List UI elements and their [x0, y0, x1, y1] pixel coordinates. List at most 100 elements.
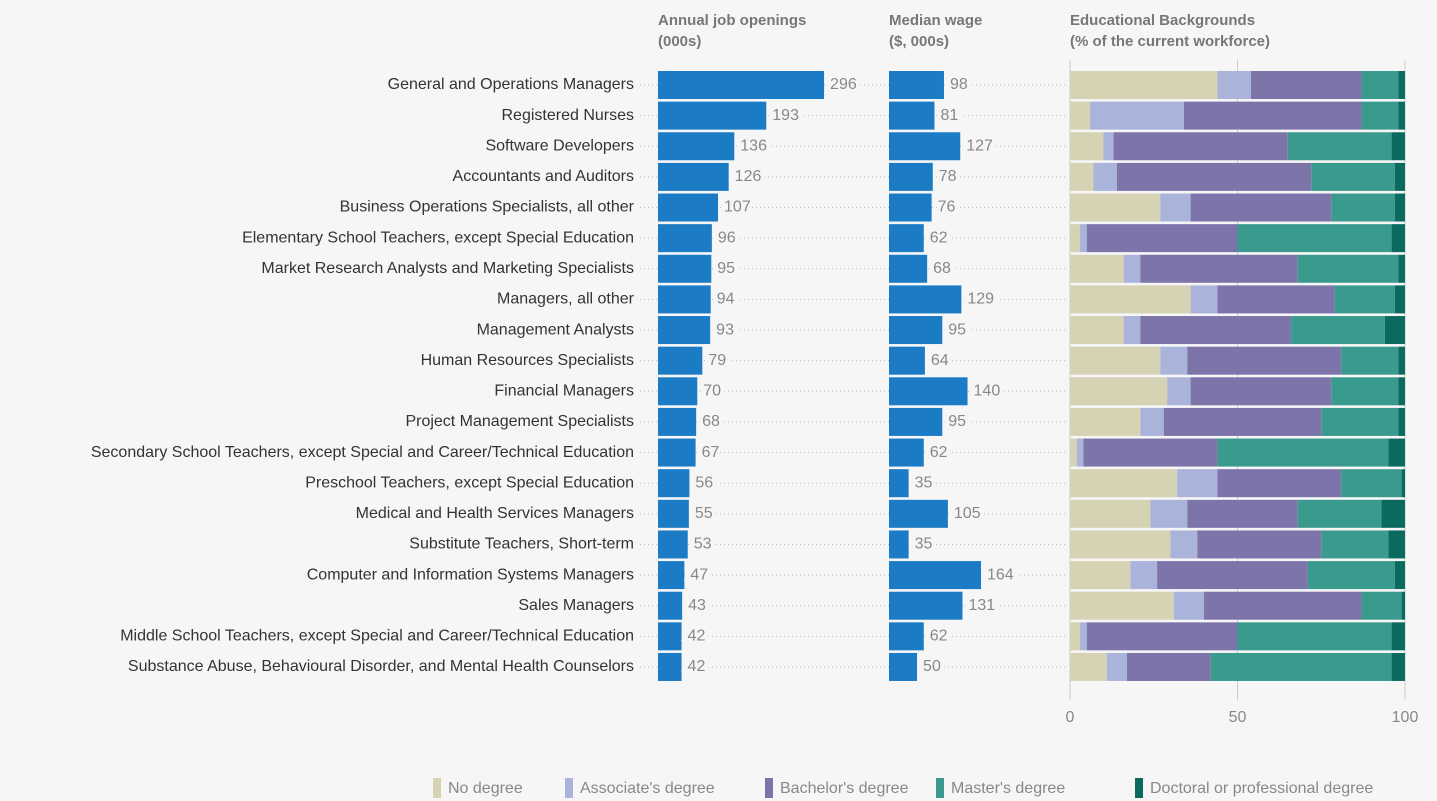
value-label: 47 [690, 566, 708, 583]
bar [658, 622, 682, 651]
segment [1070, 499, 1151, 528]
segment [1070, 254, 1124, 283]
segment [1321, 530, 1389, 559]
category-label: Project Management Specialists [405, 413, 634, 430]
segment [1297, 499, 1382, 528]
bar [658, 162, 729, 191]
segment [1341, 346, 1399, 375]
value-label: 126 [735, 168, 762, 185]
segment [1123, 316, 1141, 345]
segment [1150, 499, 1188, 528]
panel-title: (% of the current workforce) [1070, 33, 1270, 50]
bar [889, 316, 943, 345]
bar [889, 101, 935, 130]
legend-label: Bachelor's degree [780, 780, 909, 797]
bar [658, 285, 711, 314]
bar [889, 561, 982, 590]
segment [1394, 193, 1405, 222]
bar [889, 652, 918, 681]
category-label: Substitute Teachers, Short-term [409, 536, 634, 553]
category-label: Accountants and Auditors [453, 168, 634, 185]
value-label: 131 [968, 597, 995, 614]
segment [1080, 622, 1087, 651]
segment [1237, 224, 1392, 253]
segment [1070, 622, 1081, 651]
segment [1070, 101, 1091, 130]
bar [658, 438, 696, 467]
value-label: 81 [940, 107, 958, 124]
segment [1334, 285, 1395, 314]
legend-swatch [565, 778, 573, 798]
segment [1140, 254, 1298, 283]
value-label: 62 [930, 229, 948, 246]
legend-swatch [433, 778, 441, 798]
bar [658, 499, 689, 528]
value-label: 68 [702, 413, 720, 430]
bar [889, 254, 928, 283]
segment [1384, 316, 1405, 345]
panel-title: Annual job openings [658, 12, 806, 29]
value-label: 42 [688, 628, 706, 645]
segment [1381, 499, 1405, 528]
value-label: 42 [688, 658, 706, 675]
category-label: Medical and Health Services Managers [356, 505, 634, 522]
segment [1398, 377, 1405, 406]
value-label: 35 [915, 474, 933, 491]
bar [658, 71, 825, 99]
segment [1086, 622, 1238, 651]
segment [1341, 469, 1402, 498]
segment [1173, 591, 1204, 620]
bar [889, 530, 909, 559]
segment [1070, 346, 1161, 375]
value-label: 64 [931, 352, 949, 369]
bar [658, 316, 711, 345]
value-label: 129 [967, 291, 994, 308]
category-label: Business Operations Specialists, all oth… [340, 199, 635, 216]
value-label: 35 [915, 536, 933, 553]
segment [1167, 377, 1191, 406]
value-label: 164 [987, 566, 1014, 583]
value-label: 53 [694, 536, 712, 553]
segment [1163, 407, 1322, 436]
category-label: Market Research Analysts and Marketing S… [261, 260, 634, 277]
segment [1307, 561, 1395, 590]
segment [1394, 162, 1405, 191]
segment [1103, 132, 1114, 161]
segment [1391, 224, 1405, 253]
panel-title: Educational Backgrounds [1070, 12, 1255, 29]
segment [1090, 101, 1184, 130]
bar [889, 469, 909, 498]
legend-label: No degree [448, 780, 523, 797]
bar [658, 346, 703, 375]
value-label: 95 [948, 413, 966, 430]
segment [1076, 438, 1084, 467]
bar [889, 377, 968, 406]
segment [1083, 438, 1218, 467]
bar [889, 346, 925, 375]
bar [658, 254, 712, 283]
segment [1080, 224, 1087, 253]
category-label: Financial Managers [494, 383, 634, 400]
bar [658, 101, 767, 130]
segment [1070, 162, 1094, 191]
segment [1398, 346, 1405, 375]
bar [889, 285, 962, 314]
category-label: Registered Nurses [502, 107, 635, 124]
segment [1126, 652, 1211, 681]
bar [889, 438, 924, 467]
segment [1116, 162, 1312, 191]
segment [1070, 71, 1218, 99]
segment [1070, 377, 1168, 406]
segment [1070, 652, 1107, 681]
category-label: Substance Abuse, Behavioural Disorder, a… [128, 658, 634, 675]
value-label: 78 [939, 168, 957, 185]
segment [1250, 71, 1362, 99]
bar [889, 224, 924, 253]
segment [1398, 407, 1405, 436]
x-tick-label: 100 [1392, 709, 1419, 726]
bar [889, 407, 943, 436]
value-label: 193 [772, 107, 799, 124]
panel-title: Median wage [889, 12, 982, 29]
segment [1204, 591, 1362, 620]
